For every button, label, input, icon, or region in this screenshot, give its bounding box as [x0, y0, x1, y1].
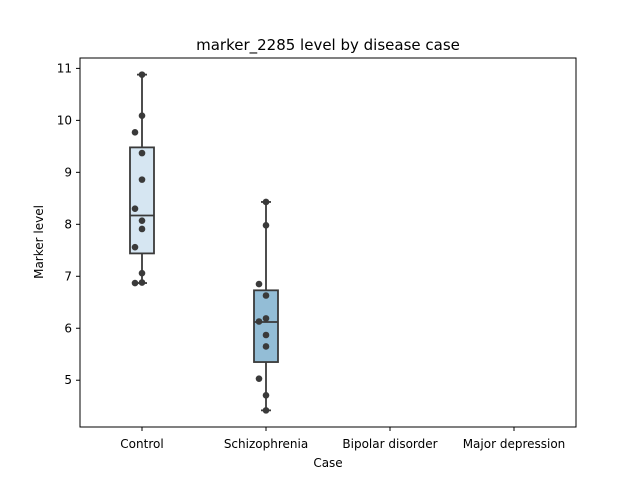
plot-area — [129, 71, 279, 414]
x-tick-label: Major depression — [463, 437, 566, 451]
y-tick-label: 6 — [64, 321, 72, 335]
plot-frame — [79, 57, 577, 428]
data-point — [138, 217, 146, 224]
y-tick-label: 11 — [57, 61, 72, 75]
data-point — [138, 112, 146, 119]
data-point — [131, 279, 139, 287]
data-point — [262, 343, 270, 350]
data-point — [138, 176, 146, 183]
y-tick-label: 7 — [64, 269, 72, 283]
data-point — [262, 407, 270, 414]
y-tick-label: 8 — [64, 217, 72, 231]
data-point — [138, 225, 146, 233]
data-point — [262, 391, 270, 399]
data-point — [262, 315, 270, 322]
x-tick-label: Schizophrenia — [224, 437, 308, 451]
y-tick-label: 5 — [64, 373, 72, 387]
x-tick-label: Control — [120, 437, 163, 451]
data-point — [255, 375, 263, 382]
y-axis-label: Marker level — [32, 205, 46, 279]
x-axis: Control Schizophrenia Bipolar disorder Majo… — [120, 427, 565, 451]
data-point — [255, 318, 263, 325]
data-point — [138, 71, 146, 78]
y-axis: 5 6 7 8 9 10 11 — [57, 61, 80, 387]
data-point — [262, 198, 270, 206]
data-point — [262, 222, 270, 229]
chart-title: marker_2285 level by disease case — [196, 36, 460, 55]
x-axis-label: Case — [313, 456, 342, 470]
data-point — [138, 149, 146, 157]
y-tick-label: 9 — [64, 165, 72, 179]
iqr-box — [129, 146, 155, 255]
data-point — [131, 205, 139, 213]
x-tick-label: Bipolar disorder — [342, 437, 437, 451]
box-group-schizophrenia — [253, 198, 279, 414]
data-point — [138, 279, 146, 286]
y-tick-label: 10 — [57, 113, 72, 127]
box-group-control — [129, 71, 155, 287]
data-point — [138, 269, 146, 277]
data-point — [131, 129, 139, 136]
iqr-box — [253, 289, 279, 363]
data-point — [262, 292, 270, 299]
data-point — [262, 331, 270, 339]
data-point — [131, 243, 139, 251]
data-point — [255, 280, 263, 288]
